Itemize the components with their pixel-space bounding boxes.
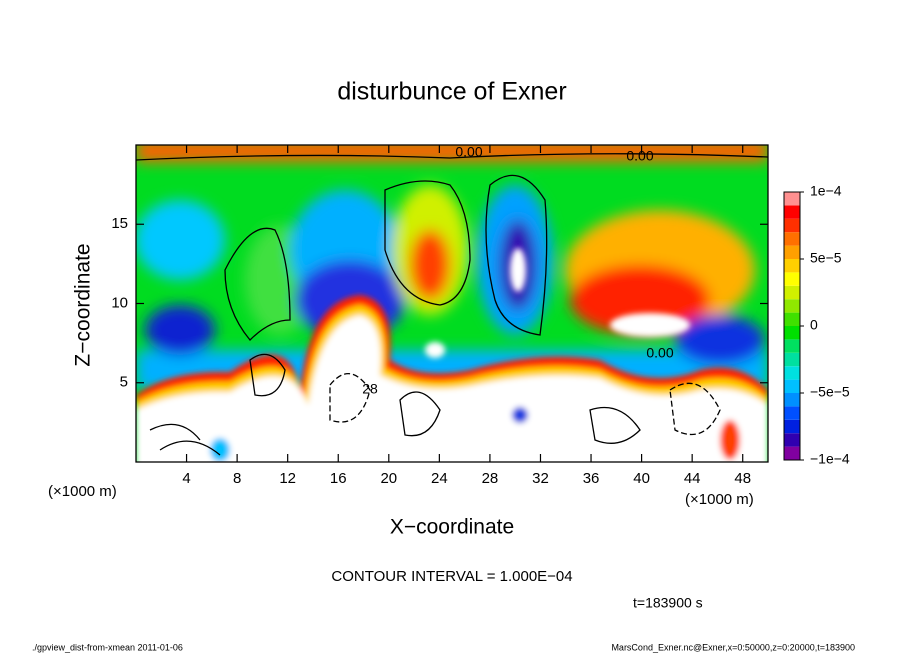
x-tick-label: 4 bbox=[182, 470, 190, 487]
x-tick-label: 44 bbox=[684, 470, 701, 487]
x-tick-label: 32 bbox=[532, 470, 549, 487]
contour-label: 0.00 bbox=[646, 345, 673, 361]
x-tick-label: 16 bbox=[330, 470, 347, 487]
colorbar-band bbox=[784, 446, 800, 460]
colorbar-tick-label: −1e−4 bbox=[810, 451, 850, 467]
colorbar-tick-label: 1e−4 bbox=[810, 183, 842, 199]
colorbar-band bbox=[784, 393, 800, 407]
chart-title: disturbunce of Exner bbox=[337, 78, 566, 106]
colorbar-band bbox=[784, 272, 800, 286]
colorbar-tick-label: 0 bbox=[810, 317, 818, 333]
footer-left: ./gpview_dist-from-xmean 2011-01-06 bbox=[32, 642, 183, 652]
time-label: t=183900 s bbox=[633, 595, 703, 611]
y-tick-label: 10 bbox=[111, 294, 128, 311]
x-tick-label: 12 bbox=[279, 470, 296, 487]
colorbar-band bbox=[784, 366, 800, 380]
colorbar-band bbox=[784, 433, 800, 447]
colorbar-tick-label: −5e−5 bbox=[810, 384, 850, 400]
colorbar-band bbox=[784, 312, 800, 326]
y-tick-label: 5 bbox=[120, 374, 128, 391]
colorbar-band bbox=[784, 285, 800, 300]
x-unit: (×1000 m) bbox=[48, 483, 117, 500]
y-axis-label: Z−coordinate bbox=[72, 243, 95, 366]
contour-label: 0.00 bbox=[455, 144, 482, 160]
y-tick-label: 15 bbox=[111, 215, 128, 232]
x-tick-label: 28 bbox=[482, 470, 499, 487]
x-tick-label: 40 bbox=[633, 470, 650, 487]
x-tick-label: 8 bbox=[233, 470, 241, 487]
colorbar-band bbox=[784, 299, 800, 313]
colorbar-band bbox=[784, 339, 800, 353]
contour-field bbox=[136, 145, 768, 462]
colorbar-band bbox=[784, 218, 800, 233]
colorbar-band bbox=[784, 205, 800, 219]
contour-label: 0.00 bbox=[626, 148, 653, 164]
contour-label: 28 bbox=[362, 381, 378, 397]
colorbar-band bbox=[784, 245, 800, 259]
x-tick-label: 24 bbox=[431, 470, 448, 487]
x-unit-right: (×1000 m) bbox=[685, 491, 754, 508]
colorbar-band bbox=[784, 232, 800, 246]
contour-interval: CONTOUR INTERVAL = 1.000E−04 bbox=[331, 568, 572, 585]
colorbar-band bbox=[784, 326, 800, 340]
colorbar-tick-label: 5e−5 bbox=[810, 250, 842, 266]
x-tick-label: 36 bbox=[583, 470, 600, 487]
colorbar-band bbox=[784, 192, 800, 206]
colorbar-band bbox=[784, 406, 800, 420]
x-axis-label: X−coordinate bbox=[390, 516, 514, 539]
x-tick-label: 48 bbox=[734, 470, 751, 487]
x-tick-label: 20 bbox=[380, 470, 397, 487]
colorbar-band bbox=[784, 379, 800, 393]
footer-right: MarsCond_Exner.nc@Exner,x=0:50000,z=0:20… bbox=[611, 642, 855, 652]
colorbar-band bbox=[784, 352, 800, 367]
colorbar-band bbox=[784, 419, 800, 434]
colorbar-band bbox=[784, 259, 800, 273]
